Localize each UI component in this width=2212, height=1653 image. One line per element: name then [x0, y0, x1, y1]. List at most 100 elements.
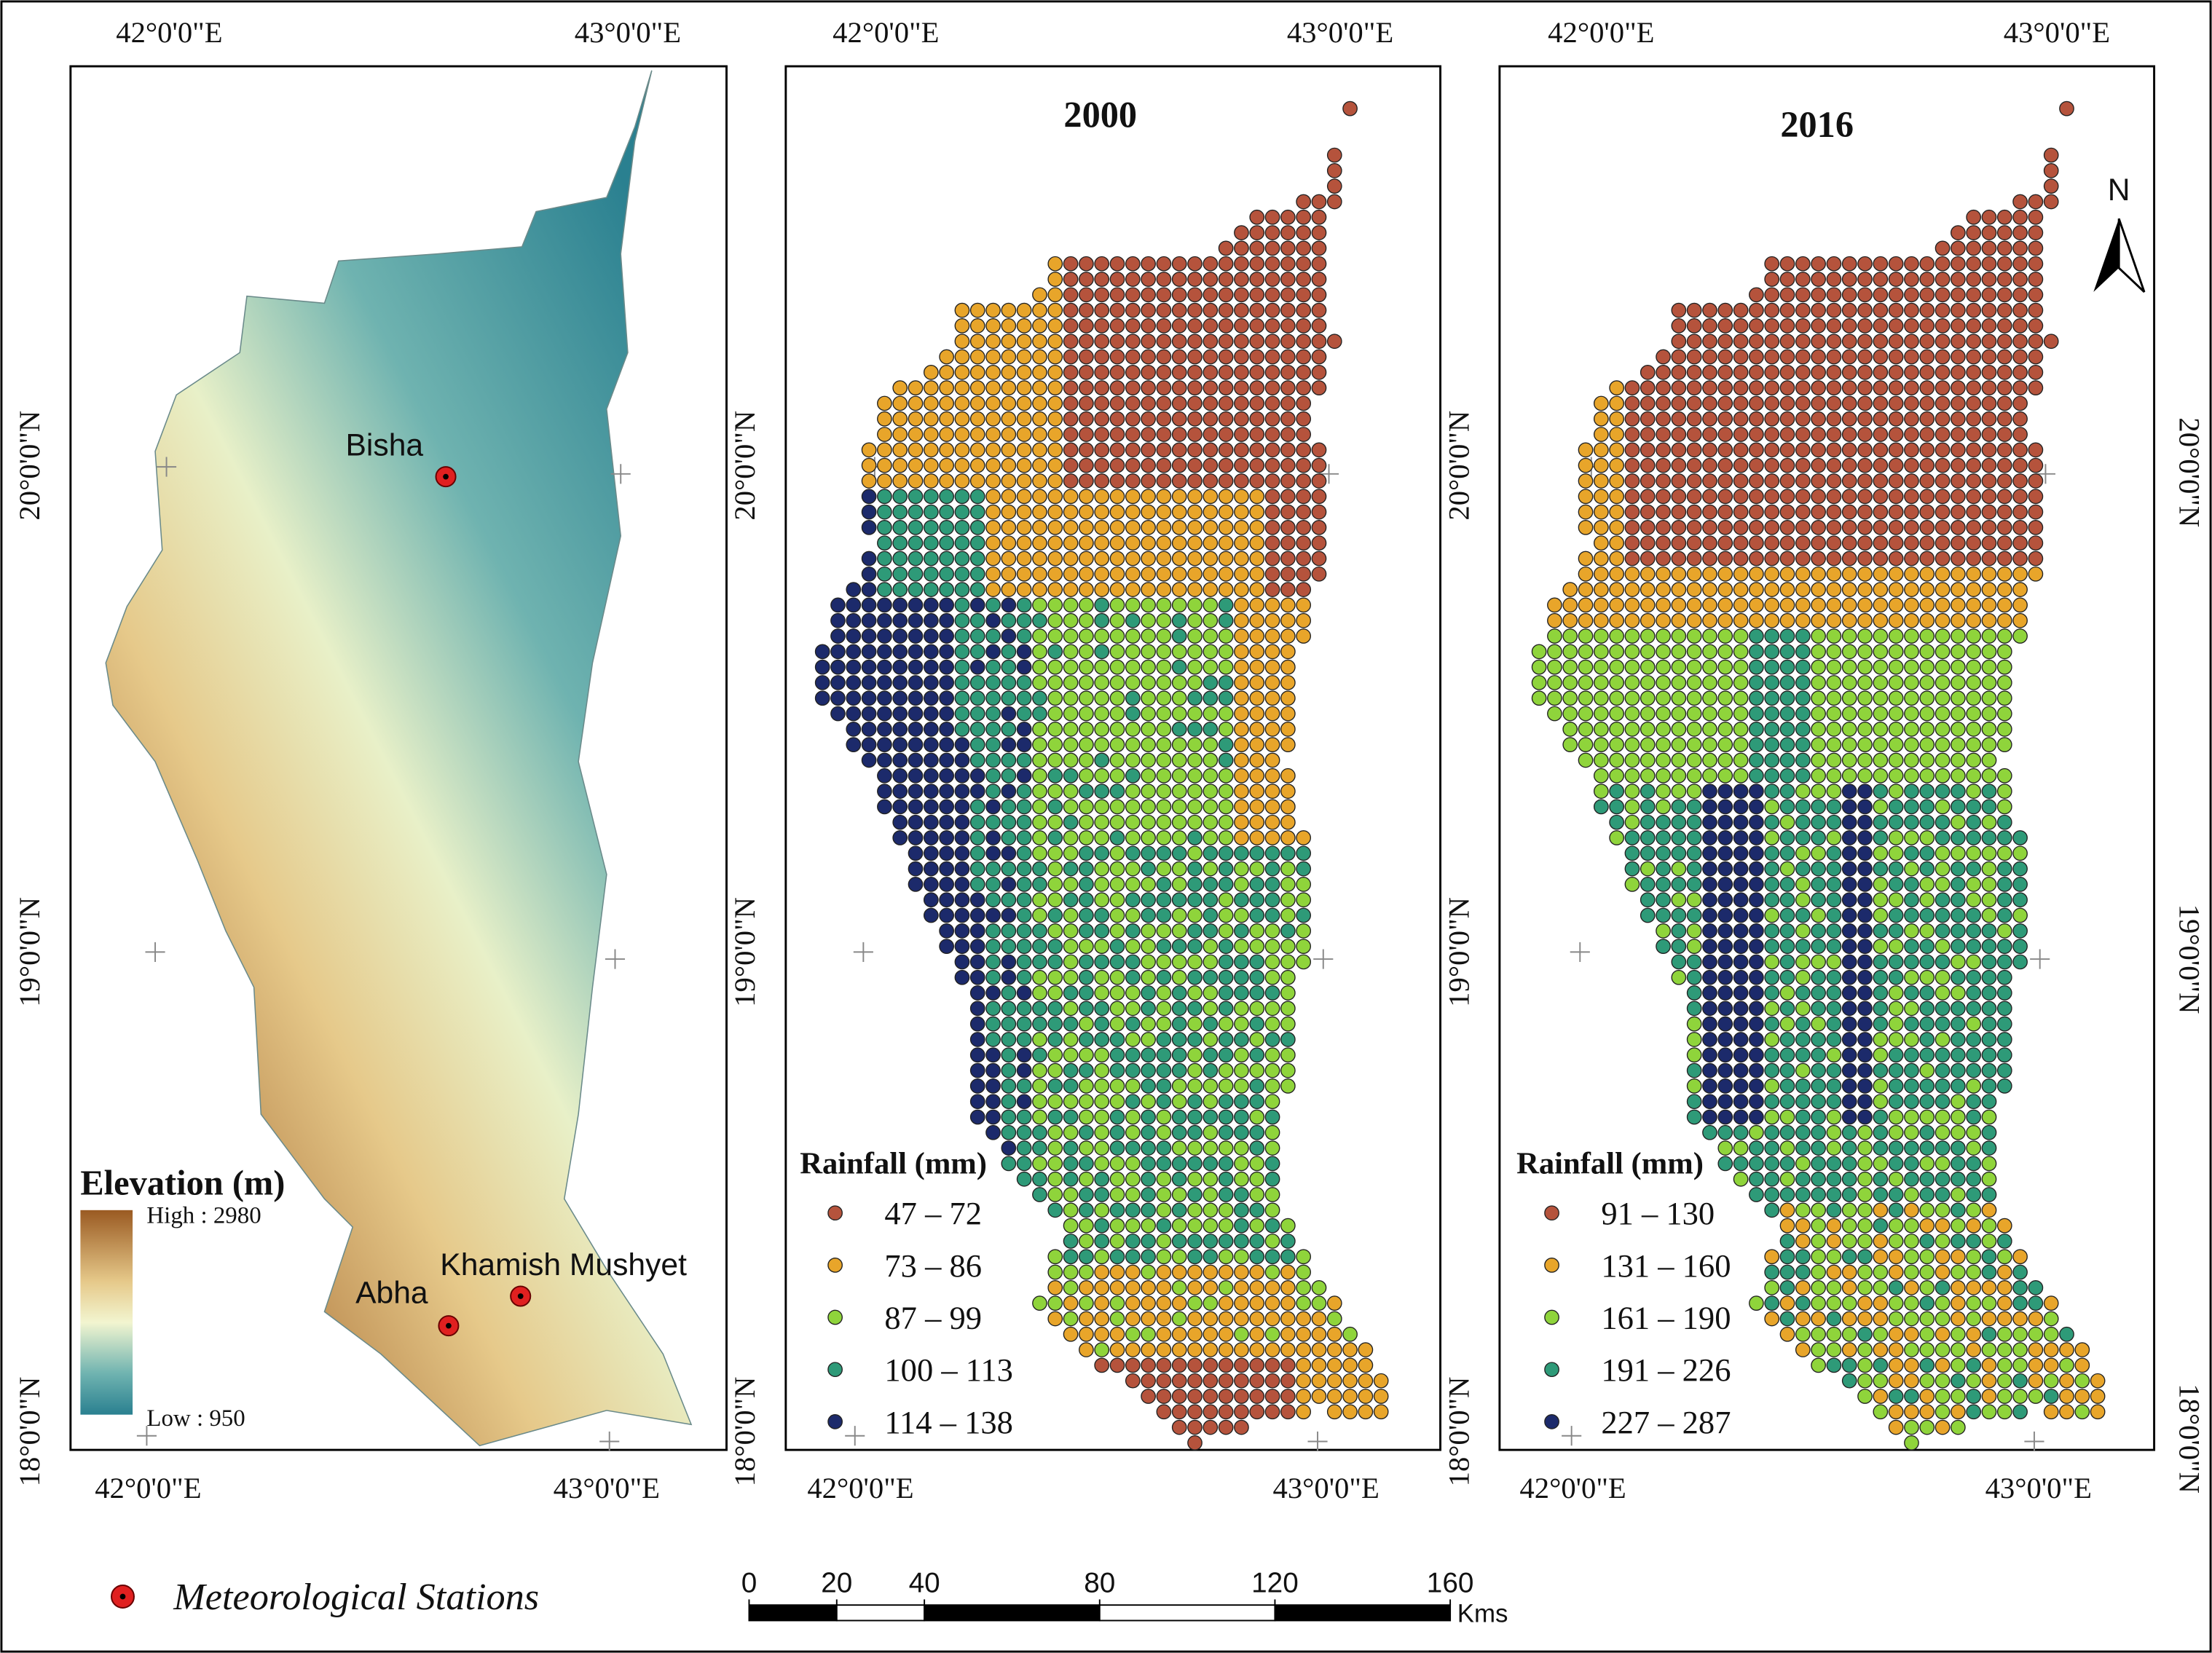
rainfall-dot — [1717, 892, 1733, 908]
rainfall-dot — [1141, 1279, 1156, 1295]
rainfall-dot — [1187, 1124, 1203, 1140]
rainfall-dot — [1016, 892, 1032, 908]
rainfall-dot — [1934, 1062, 1951, 1078]
rainfall-dot — [1873, 457, 1889, 473]
rainfall-dot — [1733, 737, 1749, 753]
rainfall-dot — [1826, 1249, 1842, 1265]
rainfall-dot — [1547, 690, 1562, 706]
rainfall-dot — [1249, 675, 1265, 690]
rainfall-dot — [1951, 272, 1966, 287]
panel-frame — [1498, 65, 2156, 1451]
rainfall-dot — [1841, 395, 1857, 411]
rainfall-dot — [1640, 768, 1656, 784]
rainfall-dot — [1125, 1171, 1141, 1187]
rainfall-dot — [1203, 675, 1219, 690]
rainfall-dot — [1996, 380, 2012, 395]
rainfall-dot — [1749, 1078, 1764, 1094]
rainfall-dot — [1249, 442, 1265, 458]
rainfall-dot — [1686, 644, 1702, 660]
rainfall-dot — [1934, 954, 1951, 970]
rainfall-dot — [1280, 814, 1296, 830]
rainfall-dot — [954, 318, 970, 334]
rainfall-dot — [1702, 939, 1717, 954]
rainfall-dot — [1996, 225, 2012, 240]
rainfall-dot — [1218, 1202, 1234, 1218]
rainfall-dot — [1966, 1326, 1982, 1342]
rainfall-dot — [1873, 427, 1889, 442]
rainfall-dot — [1203, 1032, 1219, 1047]
rainfall-dot — [1280, 442, 1296, 458]
rainfall-dot — [1016, 659, 1032, 675]
rainfall-dot — [1001, 939, 1017, 954]
longitude-label: 43°0'0"E — [1985, 1472, 2092, 1504]
rainfall-dot — [1795, 334, 1811, 350]
rainfall-dot — [1811, 644, 1826, 660]
rainfall-dot — [2012, 1373, 2028, 1389]
rainfall-dot — [1873, 1156, 1889, 1172]
rainfall-dot — [2043, 1373, 2059, 1389]
rainfall-dot — [954, 395, 970, 411]
rainfall-dot — [923, 628, 939, 644]
rainfall-dot — [1841, 411, 1857, 427]
rainfall-dot — [1951, 1311, 1966, 1327]
rainfall-dot — [1264, 954, 1280, 970]
rainfall-dot — [861, 551, 877, 567]
rainfall-dot — [1826, 1124, 1842, 1140]
rainfall-dot — [1079, 566, 1094, 582]
rainfall-dot — [908, 411, 924, 427]
rainfall-dot — [1934, 473, 1951, 489]
rainfall-dot — [1547, 628, 1562, 644]
rainfall-dot — [830, 690, 846, 706]
rainfall-dot — [1841, 380, 1857, 395]
rainfall-dot — [1811, 1326, 1826, 1342]
rainfall-dot — [1717, 690, 1733, 706]
rainfall-dot — [1203, 318, 1219, 334]
rainfall-dot — [1249, 380, 1265, 395]
rainfall-dot — [1079, 1202, 1094, 1218]
rainfall-dot — [1156, 1311, 1172, 1327]
rainfall-dot — [1702, 504, 1717, 520]
rainfall-dot — [1203, 1140, 1219, 1156]
rainfall-dot — [1749, 473, 1764, 489]
rainfall-dot — [1063, 659, 1079, 675]
rainfall-dot — [877, 504, 892, 520]
rainfall-dot — [1795, 302, 1811, 318]
rainfall-dot — [1996, 628, 2012, 644]
rainfall-dot — [1811, 675, 1826, 690]
rainfall-dot — [1032, 985, 1047, 1001]
rainfall-dot — [1016, 489, 1032, 505]
rainfall-dot — [2012, 457, 2028, 473]
rainfall-dot — [2012, 954, 2028, 970]
rainfall-dot — [1841, 520, 1857, 535]
rainfall-dot — [1888, 1078, 1904, 1094]
rainfall-dot — [1764, 768, 1780, 784]
rainfall-dot — [1156, 1156, 1172, 1172]
rainfall-dot — [1187, 1311, 1203, 1327]
rainfall-dot — [1562, 706, 1578, 722]
rainfall-dot — [1904, 690, 1919, 706]
rainfall-dot — [1888, 427, 1904, 442]
rainfall-dot — [1733, 907, 1749, 923]
rainfall-dot — [1841, 457, 1857, 473]
rainfall-dot — [1234, 520, 1249, 535]
rainfall-dot — [1218, 395, 1234, 411]
rainfall-dot — [908, 612, 924, 628]
rainfall-dot — [1749, 877, 1764, 892]
rainfall-dot — [1079, 1249, 1094, 1265]
rainfall-dot — [1873, 644, 1889, 660]
rainfall-dot — [1841, 892, 1857, 908]
rainfall-dot — [1934, 784, 1951, 799]
rainfall-dot — [1016, 1140, 1032, 1156]
rainfall-dot — [985, 1062, 1001, 1078]
rainfall-dot — [861, 582, 877, 597]
rainfall-dot — [1733, 489, 1749, 505]
rainfall-dot — [1996, 1001, 2012, 1017]
rainfall-dot — [1063, 302, 1079, 318]
rainfall-dot — [1047, 659, 1063, 675]
rainfall-dot — [1547, 659, 1562, 675]
rainfall-dot — [1047, 939, 1063, 954]
rainfall-dot — [1795, 721, 1811, 737]
rainfall-dot — [1234, 1078, 1249, 1094]
rainfall-dot — [1218, 597, 1234, 613]
rainfall-dot — [1094, 706, 1110, 722]
